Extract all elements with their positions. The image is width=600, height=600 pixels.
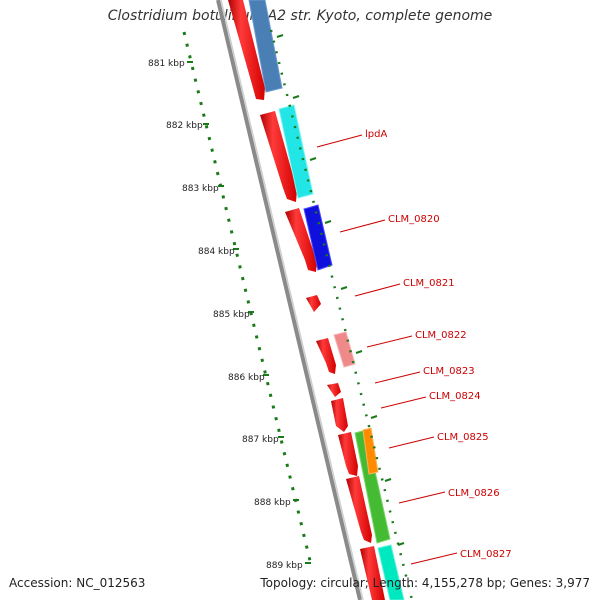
kbp-label: 889 kbp: [266, 561, 303, 571]
gene-labels: lpdA CLM_0820 CLM_0821 CLM_0822 CLM_0823…: [365, 129, 512, 560]
kbp-label: 883 kbp: [182, 184, 219, 194]
accession-text: Accession: NC_012563: [9, 576, 146, 590]
feature-block-steelblue[interactable]: [248, 0, 283, 93]
gene-leader-lines: [316, 134, 458, 565]
feature-block-salmon[interactable]: [333, 331, 356, 368]
kbp-label: 882 kbp: [166, 121, 203, 131]
cds-arrow[interactable]: [285, 208, 317, 272]
cds-arrow[interactable]: [306, 295, 321, 312]
feature-block-green[interactable]: [354, 429, 391, 544]
cds-arrow[interactable]: [360, 546, 385, 600]
genome-summary-text: Topology: circular; Length: 4,155,278 bp…: [260, 576, 590, 590]
gene-label-clm-0823[interactable]: CLM_0823: [423, 366, 475, 377]
cds-track: [228, 0, 385, 600]
cds-arrow[interactable]: [228, 0, 265, 100]
feature-track: [248, 0, 405, 600]
kbp-label: 884 kbp: [198, 247, 235, 257]
cds-arrow[interactable]: [331, 398, 348, 432]
ruler-outer-dotted: [182, 31, 313, 566]
gene-label-clm-0820[interactable]: CLM_0820: [388, 214, 440, 225]
feature-block-blue[interactable]: [303, 204, 333, 271]
cds-arrow[interactable]: [338, 432, 358, 476]
cds-arrow[interactable]: [260, 111, 297, 202]
gene-label-clm-0824[interactable]: CLM_0824: [429, 391, 481, 402]
cds-arrow[interactable]: [327, 383, 341, 397]
kbp-label: 885 kbp: [213, 310, 250, 320]
kbp-label: 888 kbp: [254, 498, 291, 508]
kbp-tick-marks: [187, 61, 311, 564]
gene-label-clm-0827[interactable]: CLM_0827: [460, 549, 512, 560]
kbp-label: 881 kbp: [148, 59, 185, 69]
kbp-labels: 881 kbp 882 kbp 883 kbp 884 kbp 885 kbp …: [148, 59, 303, 571]
gene-label-clm-0825[interactable]: CLM_0825: [437, 432, 489, 443]
cds-arrow[interactable]: [316, 338, 336, 374]
gene-label-clm-0821[interactable]: CLM_0821: [403, 278, 455, 289]
kbp-label: 887 kbp: [242, 435, 279, 445]
gene-label-lpdA[interactable]: lpdA: [365, 129, 387, 140]
inner-ruler-ticks: [276, 34, 405, 546]
genome-backbone: [216, 0, 362, 600]
feature-block-teal[interactable]: [377, 544, 405, 600]
cds-arrow[interactable]: [346, 476, 372, 543]
map-title: Clostridium botulinum A2 str. Kyoto, com…: [107, 8, 493, 24]
kbp-label: 886 kbp: [228, 373, 265, 383]
gene-label-clm-0822[interactable]: CLM_0822: [415, 330, 467, 341]
genome-backbone-highlight: [220, 0, 364, 600]
feature-block-orange[interactable]: [362, 427, 379, 475]
gene-label-clm-0826[interactable]: CLM_0826: [448, 488, 500, 499]
